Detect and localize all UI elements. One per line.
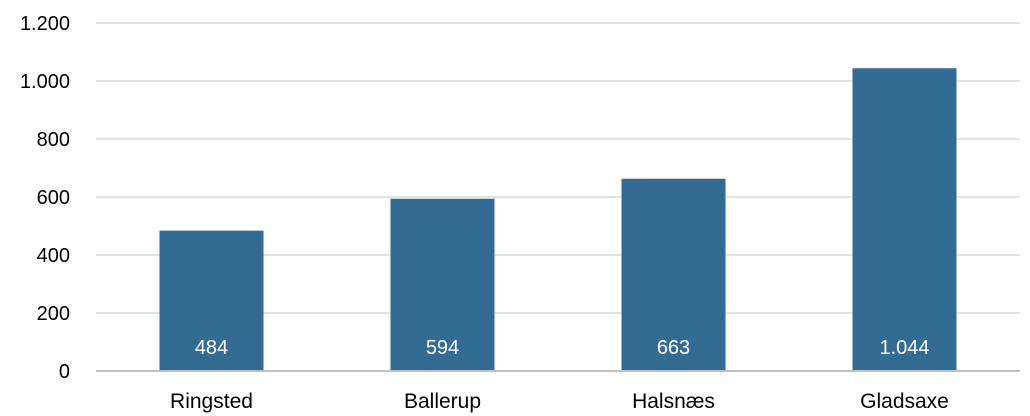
bar: [390, 198, 495, 371]
x-axis-category-labels: Ringsted Ballerup Halsnæs Gladsaxe: [170, 390, 949, 413]
bar-value-label: 594: [426, 337, 459, 359]
x-category-label: Halsnæs: [632, 390, 715, 413]
x-category-label: Gladsaxe: [860, 390, 949, 413]
data-labels: 484 594 663 1.044: [195, 337, 930, 359]
bar: [852, 68, 957, 372]
bars: [159, 68, 957, 372]
y-tick-label: 800: [37, 129, 70, 151]
x-category-label: Ringsted: [170, 390, 253, 413]
y-tick-label: 0: [59, 361, 70, 383]
bar: [621, 178, 726, 371]
y-tick-label: 200: [37, 303, 70, 325]
y-tick-label: 1.200: [20, 13, 70, 35]
y-tick-label: 400: [37, 245, 70, 267]
y-tick-label: 600: [37, 187, 70, 209]
y-axis-tick-labels: 0 200 400 600 800 1.000 1.200: [20, 13, 70, 383]
x-category-label: Ballerup: [404, 390, 481, 413]
bar-value-label: 663: [657, 337, 690, 359]
bar-value-label: 484: [195, 337, 228, 359]
bar-value-label: 1.044: [879, 337, 929, 359]
bar: [159, 230, 264, 371]
y-tick-label: 1.000: [20, 71, 70, 93]
